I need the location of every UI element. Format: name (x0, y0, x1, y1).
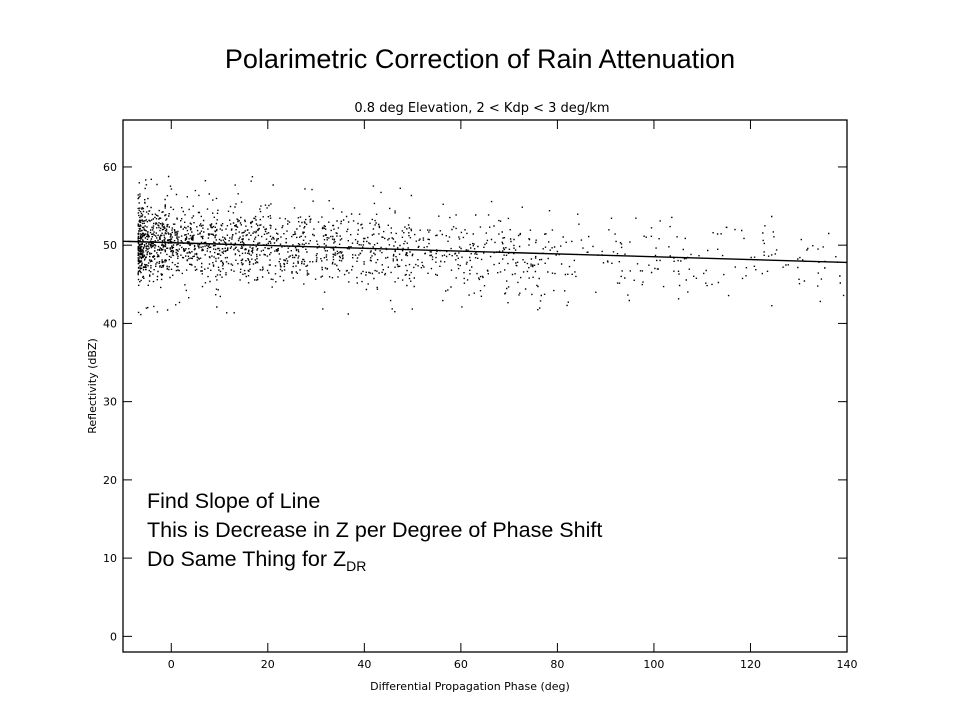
y-tick-label: 40 (103, 317, 117, 330)
y-tick-label: 30 (103, 396, 117, 409)
y-tick-label: 0 (110, 630, 117, 643)
annotation-line-1: Find Slope of Line (147, 489, 321, 513)
annotation-line-3-main: Do Same Thing for Z (147, 547, 347, 571)
x-tick-label: 100 (643, 658, 664, 671)
x-tick-label: 20 (261, 658, 275, 671)
x-tick-label: 120 (740, 658, 761, 671)
y-tick-label: 20 (103, 474, 117, 487)
annotation-line-2: This is Decrease in Z per Degree of Phas… (147, 518, 603, 542)
slide-title: Polarimetric Correction of Rain Attenuat… (224, 44, 736, 74)
chart-title: 0.8 deg Elevation, 2 < Kdp < 3 deg/km (354, 101, 609, 116)
fit-line-group (122, 240, 848, 264)
y-tick-label: 10 (103, 552, 117, 565)
x-tick-label: 60 (454, 658, 468, 671)
x-tick-label: 80 (550, 658, 564, 671)
x-axis-title: Differential Propagation Phase (deg) (370, 680, 570, 693)
x-tick-label: 40 (357, 658, 371, 671)
plot-frame (122, 119, 848, 653)
annotation-line-3-subscript: DR (346, 558, 367, 574)
annotation-line-3: Do Same Thing for ZDR (147, 545, 602, 581)
scatter-points (137, 175, 845, 316)
y-axis-title: Reflectivity (dBZ) (86, 338, 99, 434)
x-axis: 0 20 40 60 80 100 120 140 (168, 120, 858, 671)
x-tick-label: 0 (168, 658, 175, 671)
y-tick-label: 60 (103, 161, 117, 174)
y-axis: 0 10 20 30 40 50 60 (103, 161, 847, 643)
scatter-point-cloud (137, 175, 845, 316)
y-tick-label: 50 (103, 239, 117, 252)
x-tick-label: 140 (837, 658, 858, 671)
fit-line (122, 240, 848, 264)
annotation-text: Find Slope of Line This is Decrease in Z… (147, 487, 602, 581)
